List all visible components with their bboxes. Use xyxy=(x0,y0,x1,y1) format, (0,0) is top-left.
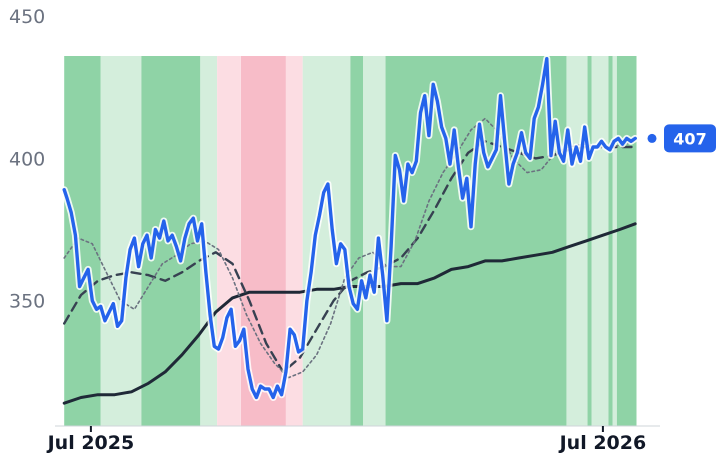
regime-band-1 xyxy=(64,56,101,426)
regime-band-16 xyxy=(612,56,617,426)
x-tick-label: Jul 2026 xyxy=(558,432,647,454)
ma-short-line xyxy=(63,117,637,379)
y-tick-label: 350 xyxy=(9,291,45,313)
current-price-dot xyxy=(647,133,657,143)
series-lines xyxy=(60,55,639,405)
x-tick-label: Jul 2025 xyxy=(46,432,135,454)
regime-band-5 xyxy=(217,56,241,426)
regime-band-9 xyxy=(350,56,363,426)
y-axis-ticks: 350 400 450 xyxy=(9,6,45,313)
regime-band-15 xyxy=(608,56,613,426)
regime-bands xyxy=(64,56,637,426)
current-price-label: 407 xyxy=(673,129,706,148)
regime-band-14 xyxy=(591,56,609,426)
x-axis-ticks: Jul 2025 Jul 2026 xyxy=(46,426,647,454)
price-line xyxy=(62,57,637,400)
current-price-marker: 407 xyxy=(647,124,716,153)
regime-band-17 xyxy=(616,56,637,426)
regime-band-10 xyxy=(363,56,386,426)
y-tick-label: 450 xyxy=(9,6,45,28)
current-price-badge xyxy=(664,124,716,153)
regime-band-8 xyxy=(302,56,351,426)
y-tick-label: 400 xyxy=(9,148,45,170)
